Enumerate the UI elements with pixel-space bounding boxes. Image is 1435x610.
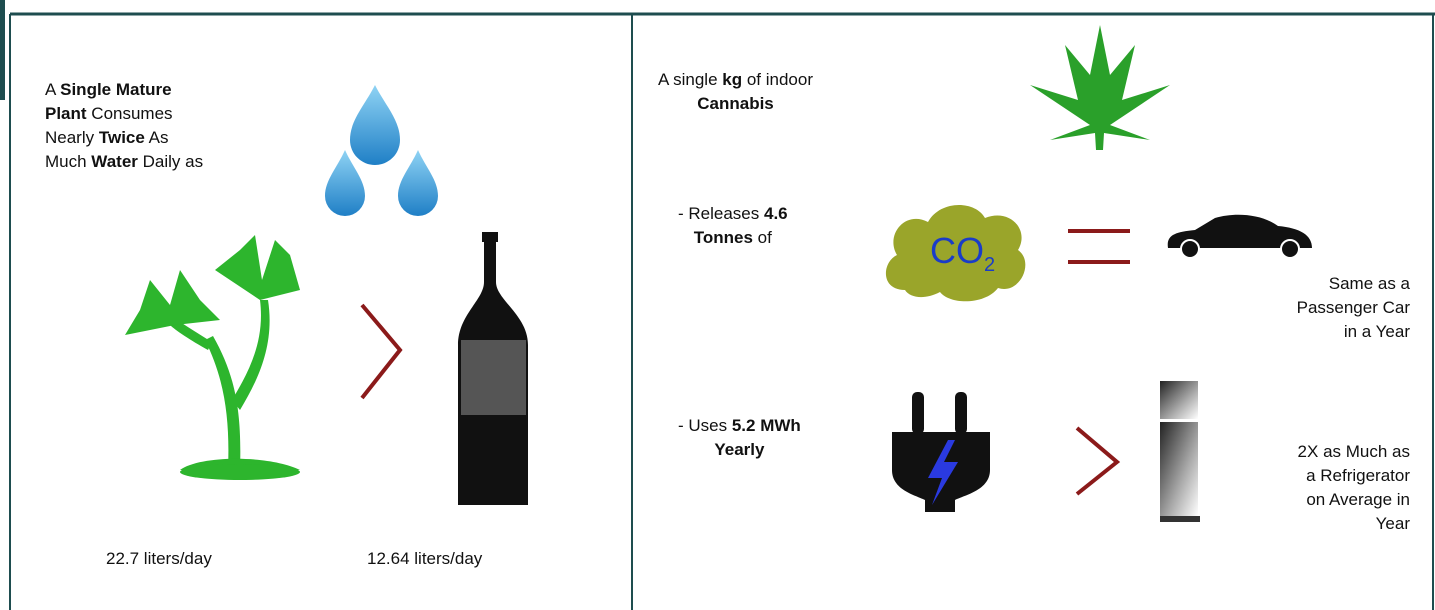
car — [1167, 214, 1312, 259]
text: of — [752, 228, 772, 247]
text-line: 2X as Much as — [1297, 442, 1410, 461]
greater-than — [360, 303, 403, 400]
text-line: Passenger Car — [1296, 298, 1410, 317]
co2-cloud — [885, 204, 1026, 302]
text-line: a Refrigerator — [1306, 466, 1410, 485]
text-line: on Average in — [1306, 490, 1410, 509]
bold-text: Cannabis — [697, 94, 774, 113]
bold-text: 5.2 MWh — [731, 416, 801, 435]
text-line: Cannabis — [658, 92, 813, 116]
bold-text: Plant — [45, 104, 87, 123]
plant — [125, 235, 300, 480]
co2-main: CO — [930, 230, 984, 271]
bold-text: Twice — [98, 128, 145, 147]
text-line: in a Year — [1343, 322, 1410, 341]
text: A single — [658, 70, 723, 89]
bold-text: Tonnes — [693, 228, 753, 247]
plug — [892, 392, 990, 512]
bottle — [458, 232, 528, 505]
text-line: A Single Mature — [45, 78, 203, 102]
right-intro: A single kg of indoor Cannabis — [658, 68, 813, 116]
bottle-label: 12.64 liters/day — [367, 549, 483, 568]
bold-text: Single Mature — [60, 80, 172, 99]
text: Much — [45, 152, 92, 171]
text-line: Same as a — [1328, 274, 1410, 293]
fridge-caption: 2X as Much as a Refrigerator on Average in… — [1298, 440, 1410, 536]
bold-text: 4.6 — [763, 204, 788, 223]
text: Daily as — [137, 152, 204, 171]
text-line: - Uses 5.2 MWh — [678, 414, 801, 438]
text: As — [144, 128, 169, 147]
text: Nearly — [45, 128, 99, 147]
edge-bar — [0, 0, 5, 100]
cannabis-leaf — [1030, 25, 1170, 150]
bold-text: Yearly — [714, 440, 765, 459]
left-intro: A Single Mature Plant Consumes Nearly Twic… — [45, 78, 203, 174]
text-line: - Releases 4.6 — [678, 202, 788, 226]
water-drops — [325, 85, 438, 216]
text-line: Much Water Daily as — [45, 150, 203, 174]
co2-line: - Releases 4.6 Tonnes of — [678, 202, 788, 250]
refrigerator — [1160, 381, 1200, 522]
text-line: Nearly Twice As — [45, 126, 203, 150]
text-line: Plant Consumes — [45, 102, 203, 126]
text: A — [45, 80, 61, 99]
text-line: Yearly — [678, 438, 801, 462]
greater-than — [1075, 426, 1121, 496]
text: - Releases — [678, 204, 764, 223]
text-line: Year — [1375, 514, 1410, 533]
plant-label: 22.7 liters/day — [106, 549, 212, 568]
bold-text: Water — [91, 152, 138, 171]
co2-sub: 2 — [984, 254, 995, 276]
text: of indoor — [742, 70, 813, 89]
co2-label: CO2 — [930, 230, 995, 276]
car-caption: Same as a Passenger Car in a Year — [1297, 272, 1410, 344]
text-line: Tonnes of — [678, 226, 788, 250]
equals — [1068, 229, 1130, 264]
text-line: A single kg of indoor — [658, 68, 813, 92]
text: - Uses — [678, 416, 732, 435]
text: Consumes — [86, 104, 173, 123]
energy-line: - Uses 5.2 MWh Yearly — [678, 414, 801, 462]
bold-text: kg — [722, 70, 743, 89]
